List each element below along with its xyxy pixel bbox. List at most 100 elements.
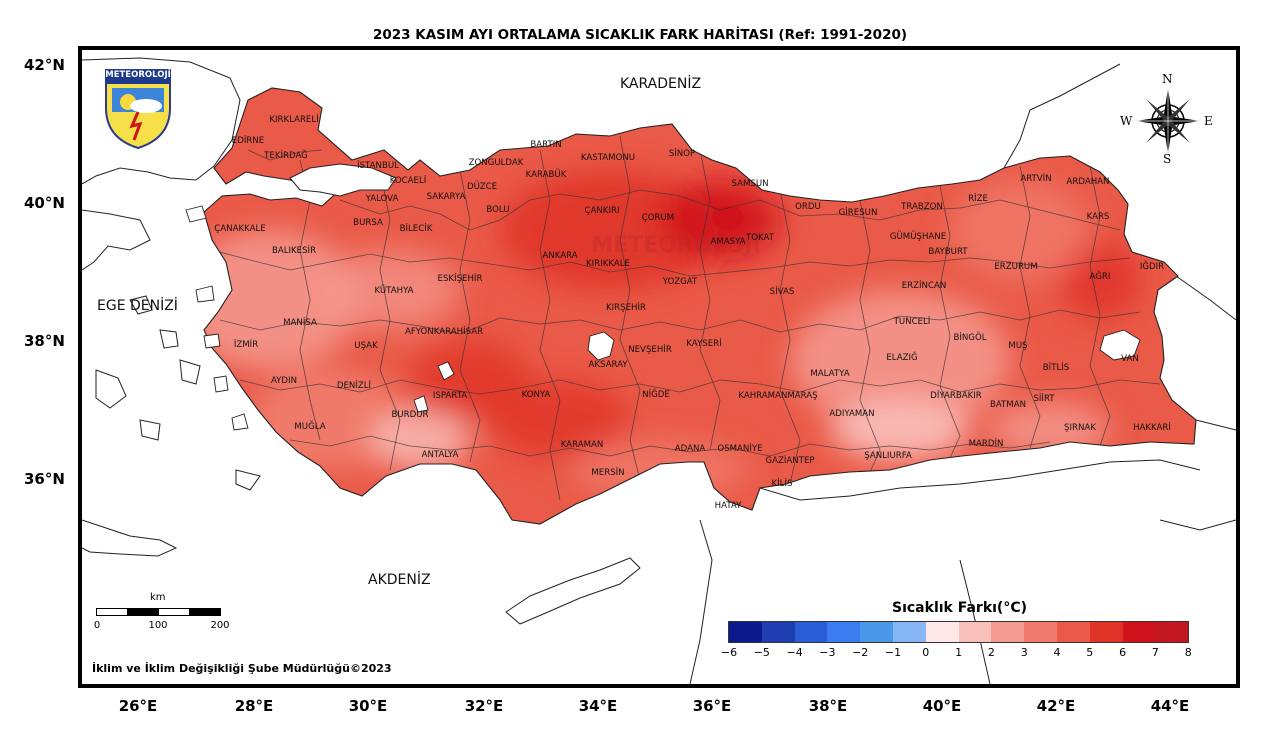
- city-label: NEVŞEHİR: [628, 344, 672, 355]
- sea-label-karadeniz: KARADENİZ: [620, 76, 702, 92]
- marmara-sea: [289, 163, 397, 197]
- city-label: NİĞDE: [642, 388, 670, 400]
- city-label: BALIKESİR: [272, 245, 316, 256]
- city-label: VAN: [1121, 354, 1139, 364]
- legend-bin: [1089, 622, 1123, 642]
- legend-tick: 6: [1119, 646, 1127, 659]
- city-label: KAHRAMANMARAŞ: [738, 391, 817, 401]
- city-label: YOZGAT: [662, 277, 698, 287]
- lon-label: 30°E: [348, 697, 388, 715]
- city-label: ŞIRNAK: [1064, 423, 1096, 433]
- city-label: KIRŞEHİR: [606, 302, 646, 313]
- legend-colorbar: [728, 621, 1190, 643]
- color-legend: Sıcaklık Farkı(°C) −6 −5 −4 −3 −2 −1 0 1 2 3 4 5 6 7 8: [721, 600, 1196, 662]
- city-label: BURDUR: [391, 410, 428, 420]
- credit-text: İklim ve İklim Değişikliği Şube Müdürlüğ…: [92, 662, 392, 675]
- city-label: MALATYA: [810, 369, 849, 379]
- city-label: KIRIKKALE: [586, 259, 630, 269]
- map-canvas: METEOROLOJİ KIRKLARELİ EDİRNE TEKİRDAĞ İSTA…: [82, 57, 1236, 684]
- city-label: ARTVİN: [1020, 173, 1051, 184]
- city-label: DENİZLİ: [337, 380, 371, 391]
- legend-bin: [958, 622, 992, 642]
- lon-label: 32°E: [464, 697, 504, 715]
- legend-tick: −2: [852, 646, 869, 659]
- city-label: AFYONKARAHİSAR: [405, 326, 483, 337]
- city-label: YALOVA: [365, 194, 399, 204]
- legend-tick: 2: [987, 646, 995, 659]
- legend-bin: [1155, 622, 1189, 642]
- city-label: ÇANAKKALE: [214, 224, 265, 234]
- city-label: MARDİN: [969, 438, 1004, 449]
- legend-tick: 7: [1151, 646, 1159, 659]
- city-label: ZONGULDAK: [469, 158, 524, 168]
- map-title: 2023 KASIM AYI ORTALAMA SICAKLIK FARK HA…: [372, 27, 908, 43]
- city-label: KAYSERİ: [686, 338, 721, 349]
- scale-segment: [127, 608, 159, 616]
- city-label: ERZURUM: [994, 262, 1037, 272]
- lon-label: 28°E: [234, 697, 274, 715]
- city-label: SAKARYA: [427, 192, 466, 202]
- city-label: SİNOP: [669, 148, 695, 159]
- legend-title: Sıcaklık Farkı(°C): [892, 600, 1027, 616]
- city-label: ELAZIĞ: [886, 351, 917, 363]
- legend-bin: [761, 622, 795, 642]
- lat-label: 42°N: [24, 56, 65, 74]
- city-label: ŞANLIURFA: [864, 451, 912, 461]
- city-label: BARTIN: [530, 140, 561, 150]
- province-borders: [211, 135, 1161, 501]
- city-label: BİTLİS: [1043, 362, 1069, 373]
- city-label: GAZİANTEP: [765, 455, 814, 466]
- scale-tick: 200: [210, 620, 230, 631]
- legend-bin: [794, 622, 828, 642]
- map-frame: METEOROLOJİ KIRKLARELİ EDİRNE TEKİRDAĞ İSTA…: [78, 46, 1240, 688]
- city-label: MUŞ: [1008, 341, 1027, 351]
- scale-tick: 0: [93, 620, 101, 631]
- logo-text: METEOROLOJİ: [105, 70, 171, 80]
- city-label: KARS: [1087, 212, 1110, 222]
- city-label: KOCAELİ: [390, 175, 427, 186]
- city-label: KARAMAN: [561, 440, 604, 450]
- city-label: İSTANBUL: [357, 160, 399, 171]
- lakes: [413, 329, 1141, 413]
- city-label: GİRESUN: [839, 207, 878, 218]
- compass-e: E: [1204, 114, 1213, 128]
- city-label: TRABZON: [900, 202, 943, 212]
- city-label: MERSİN: [591, 467, 624, 478]
- legend-bin: [1024, 622, 1057, 642]
- legend-bin: [729, 622, 762, 642]
- lon-label: 44°E: [1150, 697, 1190, 715]
- sea-label-ege: EGE DENİZİ: [97, 298, 178, 314]
- city-label: ADANA: [675, 444, 706, 454]
- sea-label-akdeniz: AKDENİZ: [368, 572, 431, 588]
- city-label: IĞDIR: [1140, 260, 1164, 272]
- city-label: TOKAT: [745, 233, 775, 243]
- legend-bin: [827, 622, 861, 642]
- legend-bin: [892, 622, 926, 642]
- city-labels: KIRKLARELİ EDİRNE TEKİRDAĞ İSTANBUL KOCAELİ Y…: [214, 114, 1171, 511]
- city-label: HAKKARİ: [1133, 422, 1171, 433]
- lon-label: 40°E: [922, 697, 962, 715]
- legend-tick: −5: [753, 646, 770, 659]
- neighbor-coastlines: [82, 57, 1236, 684]
- city-label: ISPARTA: [433, 391, 467, 401]
- lat-label: 40°N: [24, 194, 65, 212]
- city-label: AMASYA: [710, 237, 745, 247]
- city-label: ORDU: [795, 202, 821, 212]
- legend-bin: [1056, 622, 1090, 642]
- city-label: ÇORUM: [642, 213, 674, 223]
- city-label: AKSARAY: [588, 360, 628, 370]
- lon-label: 26°E: [118, 697, 158, 715]
- scale-segment: [158, 608, 190, 616]
- city-label: ARDAHAN: [1067, 177, 1110, 187]
- city-label: MANİSA: [283, 317, 317, 328]
- city-label: SİVAS: [770, 286, 795, 297]
- city-label: KÜTAHYA: [374, 285, 413, 296]
- lon-label: 34°E: [578, 697, 618, 715]
- legend-tick: −1: [884, 646, 902, 659]
- compass-s: S: [1163, 152, 1172, 166]
- city-label: ADIYAMAN: [829, 409, 874, 419]
- city-label: HATAY: [715, 501, 742, 511]
- city-label: TEKİRDAĞ: [263, 149, 308, 161]
- city-label: ÇANKIRI: [585, 206, 620, 216]
- legend-tick: −3: [819, 646, 836, 659]
